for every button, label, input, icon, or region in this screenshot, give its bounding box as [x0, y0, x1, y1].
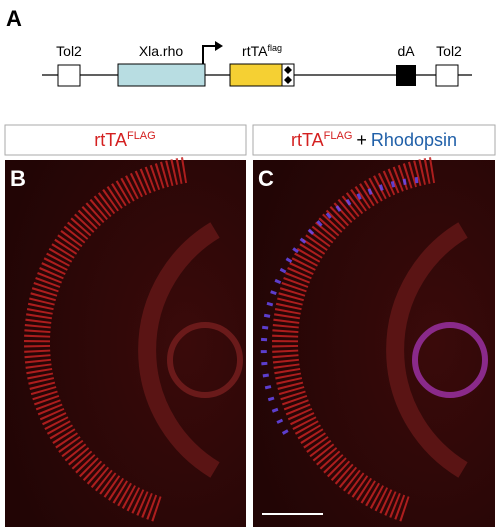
panel-b-header: rtTAFLAG	[94, 130, 155, 150]
tol2-box	[435, 64, 459, 87]
micrograph-c: C	[253, 157, 495, 527]
micrograph-b: B	[5, 157, 246, 527]
panel-label: A	[6, 6, 22, 31]
header-box	[252, 124, 496, 156]
tol2-box	[57, 64, 81, 87]
header-text: rtTA	[291, 130, 324, 150]
tol2-label: Tol2	[56, 43, 82, 59]
gene-box	[229, 63, 283, 87]
tol2-label: Tol2	[436, 43, 462, 59]
gene-text: rtTA	[242, 43, 268, 59]
inner-layer	[138, 222, 220, 478]
header-sup: FLAG	[324, 130, 353, 142]
inner-layer	[386, 222, 468, 478]
retina-arc	[24, 157, 188, 523]
retina-arc	[272, 157, 436, 523]
promoter-box	[117, 63, 206, 87]
panel-label: C	[258, 166, 274, 191]
lens	[167, 322, 243, 398]
gene-label: rtTAflag	[242, 43, 282, 59]
flag-diamonds	[284, 66, 292, 84]
tss-arrow	[202, 45, 216, 64]
polya-label: dA	[397, 43, 415, 59]
header-text2: Rhodopsin	[371, 130, 457, 150]
promoter-label: Xla.rho	[139, 43, 184, 59]
rhodopsin-signal	[260, 177, 419, 442]
gene-sup: flag	[267, 43, 282, 53]
lens	[412, 322, 488, 398]
header-sup: FLAG	[127, 130, 156, 142]
polya-box	[396, 65, 416, 86]
header-plus: +	[356, 130, 367, 150]
panel-c-header: rtTAFLAG + Rhodopsin	[291, 130, 457, 150]
arrow-head	[215, 41, 223, 51]
header-box	[4, 124, 247, 156]
panel-label: B	[10, 166, 26, 191]
header-text: rtTA	[94, 130, 127, 150]
